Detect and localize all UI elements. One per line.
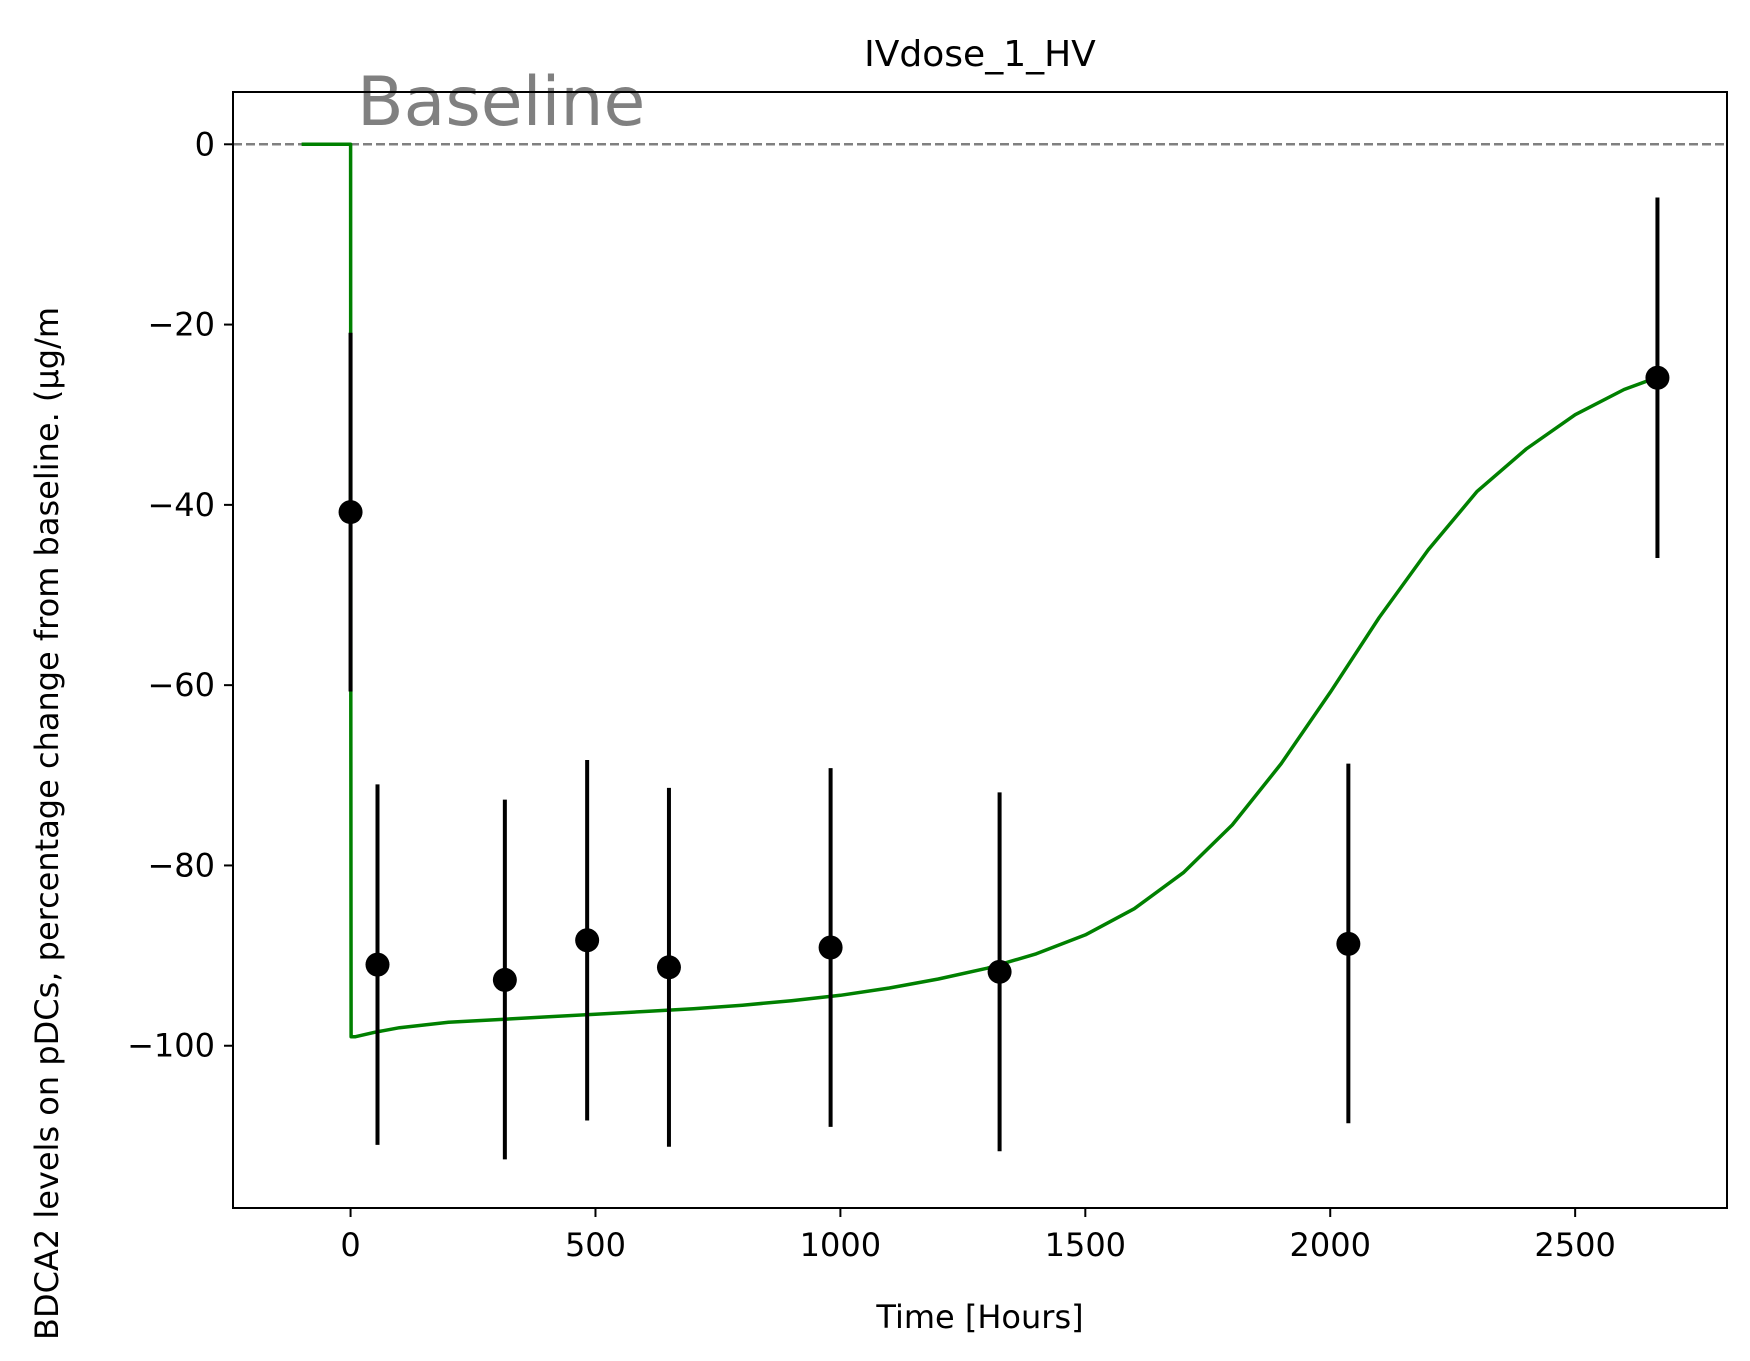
model-curve [301, 142, 1655, 1039]
axis-ticks: 0 500 1000 1500 2000 2500 0 −20 −40 −60 −80 −100 [127, 125, 1616, 1264]
data-point [365, 952, 390, 977]
x-axis-label: Time [Hours] [875, 1298, 1083, 1336]
x-tick-label: 1500 [1045, 1226, 1126, 1264]
data-point [1336, 931, 1361, 956]
x-tick-label: 2000 [1290, 1226, 1371, 1264]
data-point [1645, 365, 1670, 390]
axes-frame [232, 91, 1728, 1209]
y-tick-label: −60 [147, 666, 215, 704]
x-tick-label: 0 [340, 1226, 360, 1264]
data-point [656, 955, 681, 980]
data-point [338, 500, 363, 525]
baseline-label: Baseline [357, 63, 645, 142]
data-point [818, 935, 843, 960]
x-tick-label: 1000 [800, 1226, 881, 1264]
y-tick-label: −80 [147, 846, 215, 884]
y-tick-label: −40 [147, 486, 215, 524]
data-point [575, 928, 600, 953]
y-axis-label: BDCA2 levels on pDCs, percentage change … [28, 307, 66, 1340]
x-tick-label: 500 [565, 1226, 626, 1264]
chart-title: IVdose_1_HV [864, 34, 1096, 75]
y-tick-label: 0 [195, 125, 215, 163]
plot-content [233, 142, 1727, 1160]
y-tick-label: −100 [127, 1027, 215, 1065]
data-point [492, 967, 517, 992]
plot-area: Baseline [233, 63, 1727, 1160]
y-tick-label: −20 [147, 306, 215, 344]
data-point [987, 959, 1012, 984]
x-tick-label: 2500 [1534, 1226, 1615, 1264]
